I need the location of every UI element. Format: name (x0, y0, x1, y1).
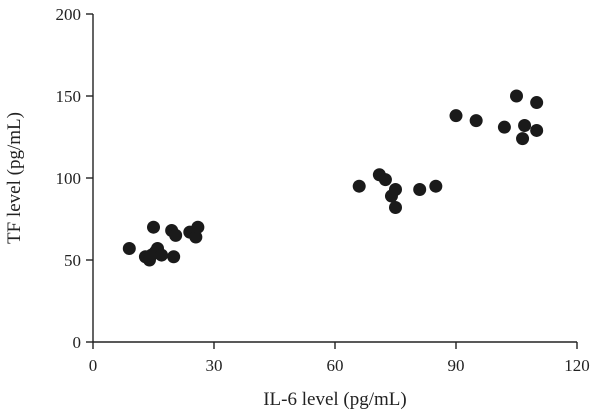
data-point (191, 220, 205, 234)
x-axis-title: IL-6 level (pg/mL) (263, 389, 407, 410)
data-point (352, 179, 366, 193)
data-point (530, 123, 544, 137)
data-point (169, 228, 183, 242)
x-tick-label: 120 (564, 356, 590, 375)
data-point (122, 242, 136, 256)
data-point (189, 230, 203, 244)
data-point (518, 119, 532, 133)
y-tick-label: 0 (73, 333, 82, 352)
x-tick-label: 60 (327, 356, 344, 375)
y-tick-label: 50 (64, 251, 81, 270)
data-point (510, 89, 523, 103)
data-point (497, 120, 511, 134)
x-tick-label: 90 (448, 356, 465, 375)
y-tick-label: 200 (56, 5, 82, 24)
data-point (378, 173, 392, 187)
data-point (389, 182, 402, 196)
data-point (516, 132, 530, 146)
data-point (389, 201, 402, 215)
y-tick-label: 100 (56, 169, 82, 188)
data-point (530, 96, 544, 110)
data-point (449, 109, 463, 123)
data-point (155, 248, 169, 262)
x-tick-label: 30 (206, 356, 223, 375)
y-tick-label: 150 (56, 87, 82, 106)
axes (92, 14, 577, 343)
data-point (413, 182, 427, 196)
data-point (167, 250, 181, 264)
data-points (122, 89, 544, 267)
x-tick-label: 0 (89, 356, 98, 375)
x-axis-ticks: 0 30 60 90 120 (89, 342, 590, 375)
y-axis-ticks: 0 50 100 150 200 (56, 5, 93, 352)
data-point (429, 179, 443, 193)
y-axis-title: TF level (pg/mL) (4, 112, 25, 244)
data-point (469, 114, 483, 128)
data-point (147, 220, 160, 234)
